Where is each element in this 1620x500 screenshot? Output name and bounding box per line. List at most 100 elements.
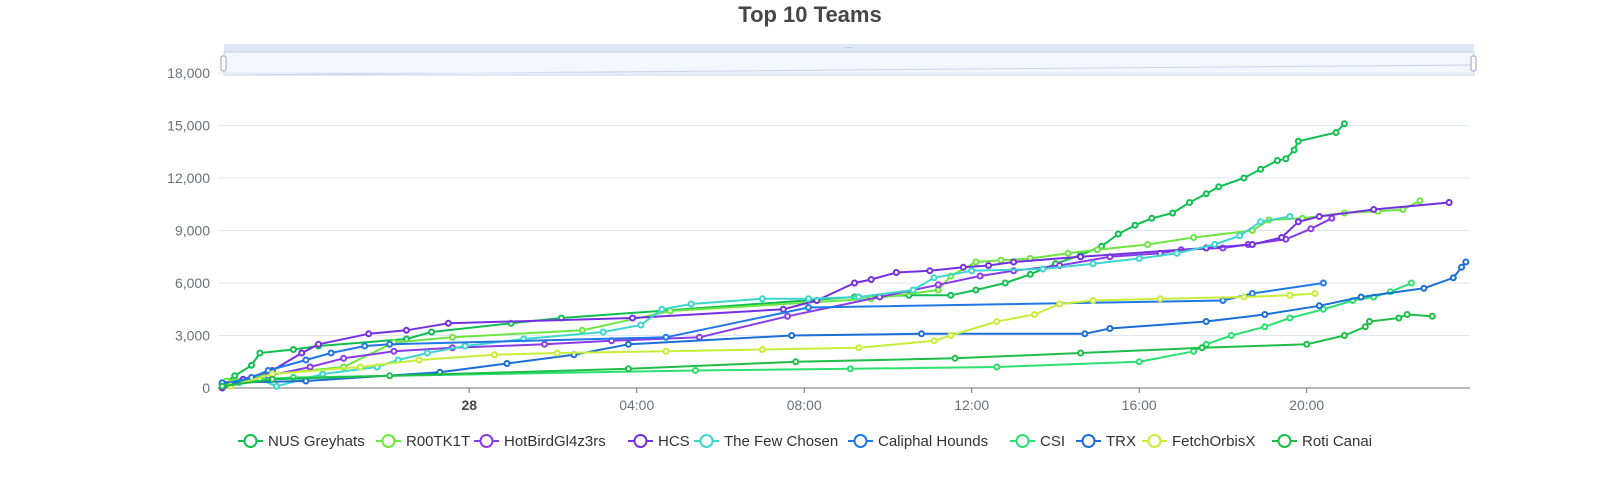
series-r00tk1t[interactable] — [222, 197, 1424, 385]
data-point[interactable] — [231, 372, 239, 380]
data-point[interactable] — [1395, 314, 1403, 322]
data-point[interactable] — [1328, 214, 1336, 222]
legend-item[interactable]: The Few Chosen — [694, 433, 838, 450]
data-point[interactable] — [315, 340, 322, 348]
data-point[interactable] — [784, 312, 791, 320]
data-point[interactable] — [1169, 209, 1177, 217]
legend-item[interactable]: Roti Canai — [1272, 433, 1372, 450]
data-point[interactable] — [1340, 120, 1348, 128]
data-point[interactable] — [1366, 318, 1373, 325]
zoom-handle-right[interactable] — [1470, 55, 1477, 72]
data-point[interactable] — [490, 351, 498, 359]
data-point[interactable] — [792, 358, 800, 366]
data-point[interactable] — [1294, 137, 1302, 145]
data-point[interactable] — [1357, 293, 1365, 301]
data-point[interactable] — [1190, 234, 1198, 241]
data-point[interactable] — [541, 340, 549, 348]
data-point[interactable] — [926, 267, 934, 275]
data-point[interactable] — [1248, 241, 1256, 248]
data-point[interactable] — [947, 332, 955, 339]
data-point[interactable] — [662, 333, 670, 341]
data-point[interactable] — [1219, 297, 1227, 304]
data-point[interactable] — [892, 269, 900, 276]
data-point[interactable] — [1148, 214, 1156, 222]
data-point[interactable] — [1257, 218, 1265, 226]
data-point[interactable] — [1340, 332, 1348, 339]
legend-item[interactable]: HCS — [628, 433, 690, 450]
data-point[interactable] — [658, 305, 666, 313]
data-point[interactable] — [1186, 199, 1193, 206]
legend-item[interactable]: TRX — [1076, 433, 1136, 450]
data-point[interactable] — [1135, 255, 1143, 262]
data-point[interactable] — [1458, 263, 1466, 271]
data-point[interactable] — [1089, 260, 1097, 268]
legend-item[interactable]: FetchOrbisX — [1142, 433, 1255, 450]
zoom-slider-window[interactable] — [223, 51, 1475, 76]
data-point[interactable] — [637, 321, 645, 329]
data-point[interactable] — [1156, 295, 1164, 303]
data-point[interactable] — [968, 267, 976, 275]
data-point[interactable] — [1303, 340, 1311, 348]
legend[interactable]: NUS Greyhats R00TK1T HotBirdGl4z3rs HCS The … — [238, 433, 1372, 450]
data-point[interactable] — [1273, 157, 1281, 164]
data-point[interactable] — [1227, 332, 1235, 339]
data-point[interactable] — [306, 363, 314, 371]
data-point[interactable] — [390, 347, 398, 355]
data-point[interactable] — [1211, 241, 1219, 248]
data-point[interactable] — [993, 363, 1001, 371]
data-point[interactable] — [1257, 165, 1265, 173]
data-point[interactable] — [930, 337, 938, 345]
data-point[interactable] — [804, 295, 812, 303]
data-point[interactable] — [599, 328, 607, 336]
data-point[interactable] — [1240, 174, 1248, 182]
data-point[interactable] — [1236, 232, 1244, 240]
data-point[interactable] — [804, 304, 812, 311]
data-point[interactable] — [256, 349, 264, 357]
data-point[interactable] — [1031, 311, 1038, 318]
data-point[interactable] — [1462, 258, 1470, 266]
data-point[interactable] — [423, 349, 431, 357]
data-point[interactable] — [1240, 293, 1248, 301]
series-trx[interactable] — [218, 258, 1470, 387]
data-point[interactable] — [578, 326, 586, 334]
data-point[interactable] — [1010, 258, 1018, 266]
data-point[interactable] — [993, 318, 1001, 325]
series-hcs[interactable] — [218, 199, 1453, 392]
data-point[interactable] — [947, 291, 955, 299]
data-point[interactable] — [985, 262, 992, 269]
zoom-grip-icon[interactable]: ⋯ — [845, 42, 854, 52]
data-point[interactable] — [1407, 279, 1415, 287]
data-point[interactable] — [1282, 155, 1290, 163]
data-point[interactable] — [1261, 323, 1269, 331]
data-point[interactable] — [972, 286, 980, 294]
data-point[interactable] — [696, 333, 703, 341]
data-point[interactable] — [428, 328, 436, 336]
data-point[interactable] — [503, 360, 511, 367]
data-point[interactable] — [1261, 311, 1269, 318]
series-line[interactable] — [226, 199, 1421, 382]
data-point[interactable] — [1278, 234, 1286, 241]
data-point[interactable] — [319, 370, 327, 378]
data-point[interactable] — [340, 354, 348, 362]
data-point[interactable] — [1370, 206, 1378, 213]
data-point[interactable] — [1077, 349, 1085, 357]
data-point[interactable] — [1286, 291, 1294, 299]
data-point[interactable] — [1290, 146, 1298, 154]
data-point[interactable] — [1001, 279, 1009, 287]
data-point[interactable] — [264, 367, 272, 374]
data-point[interactable] — [302, 356, 310, 364]
data-point[interactable] — [1144, 241, 1152, 248]
data-point[interactable] — [268, 375, 276, 383]
data-point[interactable] — [1286, 314, 1294, 322]
data-point[interactable] — [1202, 190, 1210, 198]
data-point[interactable] — [951, 354, 959, 362]
data-point[interactable] — [687, 300, 695, 308]
data-point[interactable] — [855, 293, 863, 301]
data-point[interactable] — [867, 276, 875, 283]
data-point[interactable] — [1081, 330, 1089, 338]
data-point[interactable] — [934, 281, 942, 289]
data-point[interactable] — [218, 382, 226, 390]
data-point[interactable] — [298, 349, 306, 357]
data-point[interactable] — [1315, 213, 1323, 220]
data-point[interactable] — [415, 356, 423, 364]
